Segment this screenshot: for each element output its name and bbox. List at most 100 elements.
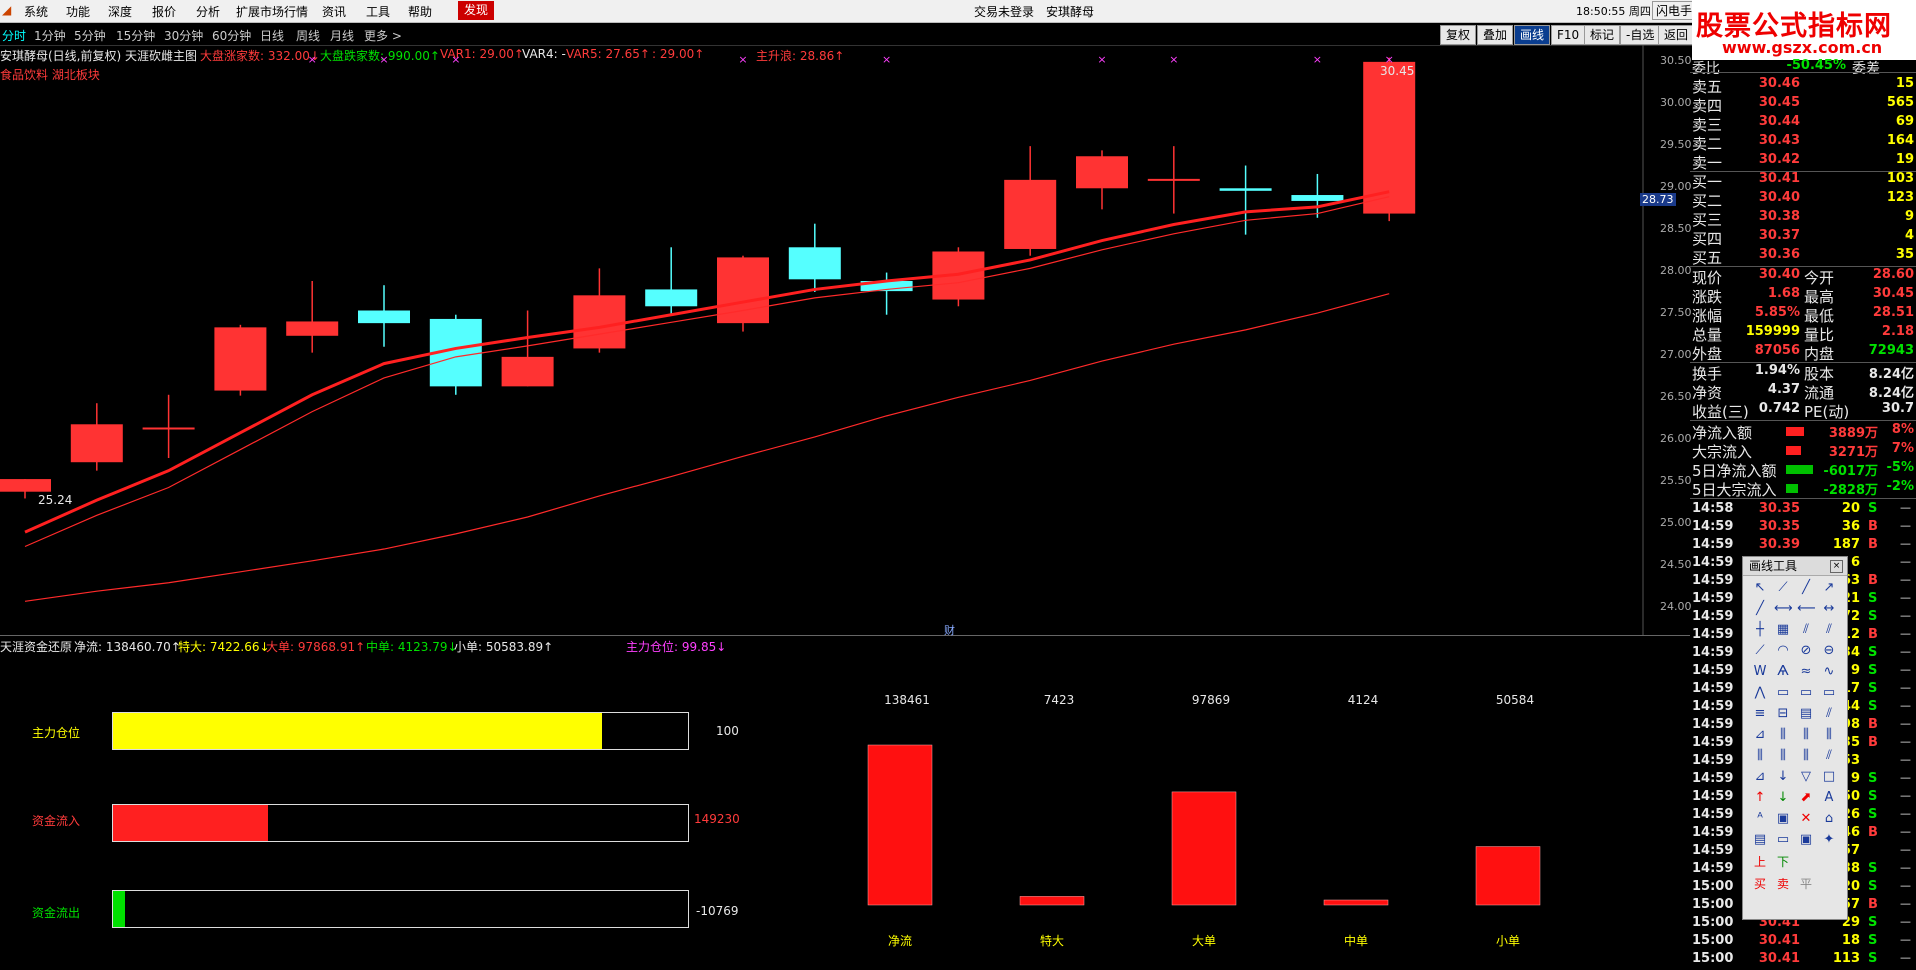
draw-tool-icon[interactable]: ╱ [1802, 580, 1810, 595]
draw-tool-icon[interactable]: ᴬ [1757, 811, 1763, 826]
draw-tool-icon[interactable]: ▣ [1776, 811, 1790, 826]
draw-tool-icon[interactable]: ✦ [1823, 832, 1835, 847]
overlay-button[interactable]: 叠加 [1477, 25, 1514, 45]
draw-tool-icon[interactable]: ⟵ [1797, 601, 1816, 616]
adjust-button[interactable]: 复权 [1440, 25, 1477, 45]
draw-tool-icon[interactable]: ▣ [1799, 832, 1813, 847]
draw-tool-icon[interactable]: ⟋ [1778, 580, 1788, 595]
draw-tool-icon[interactable]: ⫽ [1826, 706, 1832, 721]
draw-tool-icon[interactable]: ⊘ [1800, 643, 1812, 658]
draw-tool-icon[interactable]: ▤ [1799, 706, 1813, 721]
period-intraday[interactable]: 分时 [2, 29, 27, 43]
back-button[interactable]: 返回 [1658, 25, 1695, 45]
candlestick-chart[interactable]: × × × × × × × × × [0, 45, 1690, 635]
menu-function[interactable]: 功能 [66, 5, 91, 19]
draw-tool-icon[interactable]: ▭ [1799, 685, 1813, 700]
mark-button[interactable]: 标记 [1584, 25, 1621, 45]
menu-system[interactable]: 系统 [24, 5, 49, 19]
draw-tool-icon[interactable]: Ѧ [1777, 664, 1789, 679]
draw-tool-icon[interactable]: ⊿ [1754, 727, 1766, 742]
menu-depth[interactable]: 深度 [108, 5, 133, 19]
draw-tool-icon[interactable]: ⌂ [1824, 811, 1834, 826]
draw-tool-icon[interactable]: ⊟ [1777, 706, 1789, 721]
draw-tool-icon[interactable]: ▦ [1776, 622, 1790, 637]
period-more[interactable]: 更多 > [364, 29, 402, 43]
draw-tool-icon[interactable]: ▭ [1776, 832, 1790, 847]
draw-tool-trade-icon[interactable]: 下 [1776, 855, 1789, 869]
draw-tool-icon[interactable]: ⊿ [1754, 769, 1766, 784]
tick-time: 14:59 [1692, 555, 1734, 570]
period-60min[interactable]: 60分钟 [212, 29, 252, 43]
ask-volume: 15 [1895, 76, 1914, 91]
login-status[interactable]: 交易未登录 [974, 5, 1035, 19]
draw-tool-icon[interactable]: ✕ [1800, 811, 1812, 826]
draw-tool-icon[interactable]: ⟋ [1755, 643, 1765, 658]
draw-tool-icon[interactable]: ⫽ [1803, 622, 1809, 637]
app-icon[interactable]: ◢ [2, 3, 12, 17]
close-icon[interactable]: × [1830, 560, 1843, 573]
sub-label-medium: 中单: 4123.79↓ [366, 640, 458, 654]
draw-tool-icon[interactable]: ⫼ [1780, 727, 1786, 742]
period-daily[interactable]: 日线 [260, 29, 285, 43]
menu-news[interactable]: 资讯 [322, 5, 347, 19]
draw-tool-icon[interactable]: ⫽ [1826, 748, 1832, 763]
markers-group: × × × × × × × × × [308, 53, 1394, 66]
draw-tool-icon[interactable]: A [1824, 790, 1834, 805]
draw-tool-icon[interactable]: ↑ [1754, 790, 1766, 805]
lightning-trade-button[interactable]: 闪电手 [1652, 1, 1697, 20]
tick-flag: — [1900, 627, 1911, 640]
draw-tool-icon[interactable]: ≈ [1800, 664, 1812, 679]
draw-tool-icon[interactable]: ≡ [1754, 706, 1766, 721]
draw-tool-icon[interactable]: ↔ [1823, 601, 1835, 616]
menu-quote[interactable]: 报价 [152, 5, 177, 19]
draw-tool-icon[interactable]: ↖ [1754, 580, 1766, 595]
period-weekly[interactable]: 周线 [296, 29, 321, 43]
draw-tool-icon[interactable]: ↓ [1777, 769, 1789, 784]
draw-tool-icon[interactable]: ┼ [1756, 622, 1764, 637]
period-1min[interactable]: 1分钟 [34, 29, 66, 43]
draw-tool-icon[interactable]: ⋀ [1754, 685, 1766, 700]
draw-tool-icon[interactable]: W [1753, 664, 1767, 679]
draw-tool-icon[interactable]: ⫽ [1826, 622, 1832, 637]
draw-tool-icon[interactable]: ⊖ [1823, 643, 1835, 658]
draw-tool-trade-icon[interactable]: 平 [1799, 877, 1812, 891]
draw-line-button[interactable]: 画线 [1514, 25, 1551, 45]
fundamental-value: 8.24亿 [1868, 386, 1914, 401]
period-5min[interactable]: 5分钟 [74, 29, 106, 43]
period-monthly[interactable]: 月线 [330, 29, 355, 43]
period-15min[interactable]: 15分钟 [116, 29, 156, 43]
period-30min[interactable]: 30分钟 [164, 29, 204, 43]
draw-tool-icon[interactable]: ⫼ [1803, 727, 1809, 742]
menu-analysis[interactable]: 分析 [196, 5, 221, 19]
finance-mark[interactable]: 财 [944, 624, 955, 637]
draw-tool-icon[interactable]: ⫼ [1826, 727, 1832, 742]
draw-tool-icon[interactable]: ▭ [1822, 685, 1836, 700]
draw-tool-icon[interactable]: ▭ [1776, 685, 1790, 700]
draw-tool-icon[interactable]: ∿ [1823, 664, 1835, 679]
draw-tool-icon[interactable]: ⫼ [1780, 748, 1786, 763]
menu-find-button[interactable]: 发现 [458, 1, 495, 20]
menu-extended-market[interactable]: 扩展市场行情 [236, 5, 309, 19]
draw-tool-icon[interactable]: ↗ [1823, 580, 1835, 595]
f10-button[interactable]: F10 [1551, 25, 1586, 45]
draw-tool-icon[interactable]: ▤ [1753, 832, 1767, 847]
draw-tool-icon[interactable]: ⟷ [1774, 601, 1793, 616]
flow-bar [1786, 427, 1804, 436]
draw-tool-icon[interactable]: ↓ [1777, 790, 1789, 805]
add-watchlist-button[interactable]: -自选 [1620, 25, 1661, 45]
draw-tool-icon[interactable]: ⫼ [1757, 748, 1763, 763]
draw-tool-icon[interactable]: ⬈ [1800, 790, 1812, 805]
menu-help[interactable]: 帮助 [408, 5, 433, 19]
draw-tool-trade-icon[interactable]: 卖 [1776, 877, 1789, 891]
draw-tool-trade-icon[interactable]: 上 [1753, 855, 1766, 869]
draw-tool-icon[interactable]: □ [1822, 769, 1836, 784]
draw-tool-icon[interactable]: ⫼ [1803, 748, 1809, 763]
tick-flag: — [1900, 699, 1911, 712]
drawing-tool-palette[interactable]: 画线工具 × ↖ ⟋ ╱ ↗ ╱ ⟷ ⟵ ↔ ┼ ▦ ⫽ ⫽ ⟋ ◠ ⊘ ⊖ W Ѧ ≈ ∿ ⋀ ▭ ▭ ▭ ≡ ⊟ ▤ ⫽ ⊿ ⫼ ⫼ ⫼ ⫼… [1742, 556, 1848, 920]
sub-label-main-position: 主力仓位: 99.85↓ [626, 640, 727, 654]
menu-tools[interactable]: 工具 [366, 5, 391, 19]
draw-tool-icon[interactable]: ◠ [1777, 643, 1789, 658]
draw-tool-trade-icon[interactable]: 买 [1753, 877, 1766, 891]
draw-tool-icon[interactable]: ▽ [1801, 769, 1811, 784]
draw-tool-icon[interactable]: ╱ [1756, 601, 1764, 616]
